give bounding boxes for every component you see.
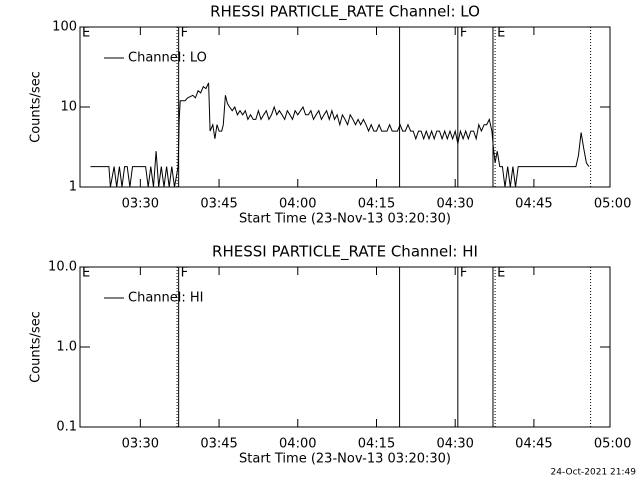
flag-label: F bbox=[460, 26, 467, 41]
flag-label: F bbox=[181, 266, 188, 281]
x-tick-label: 03:30 bbox=[122, 197, 159, 212]
y-tick-label: 100 bbox=[52, 20, 77, 35]
flag-label: E bbox=[82, 266, 90, 281]
x-tick-label: 04:30 bbox=[436, 197, 473, 212]
x-tick-label: 05:00 bbox=[594, 197, 631, 212]
y-axis-label: Counts/sec bbox=[29, 71, 44, 143]
flag-label: F bbox=[460, 266, 467, 281]
x-tick-label: 04:00 bbox=[279, 197, 316, 212]
x-tick-label: 04:00 bbox=[279, 437, 316, 452]
flag-label: E bbox=[82, 26, 90, 41]
x-tick-label: 04:30 bbox=[436, 437, 473, 452]
legend-label: Channel: LO bbox=[128, 51, 207, 66]
flag-label: E bbox=[497, 266, 505, 281]
chart-title: RHESSI PARTICLE_RATE Channel: LO bbox=[210, 3, 480, 22]
x-axis-label: Start Time (23-Nov-13 03:20:30) bbox=[239, 212, 451, 227]
y-axis-label: Counts/sec bbox=[29, 311, 44, 383]
flag-label: F bbox=[181, 26, 188, 41]
x-axis-label: Start Time (23-Nov-13 03:20:30) bbox=[239, 452, 451, 467]
x-tick-label: 03:30 bbox=[122, 437, 159, 452]
x-tick-label: 04:45 bbox=[515, 437, 552, 452]
x-tick-label: 04:15 bbox=[358, 437, 395, 452]
y-tick-label: 10.0 bbox=[48, 260, 77, 275]
data-line bbox=[90, 82, 590, 188]
x-tick-label: 04:45 bbox=[515, 197, 552, 212]
flag-label: E bbox=[497, 26, 505, 41]
x-tick-label: 03:45 bbox=[200, 197, 237, 212]
y-tick-label: 10 bbox=[60, 100, 77, 115]
chart-title: RHESSI PARTICLE_RATE Channel: HI bbox=[212, 243, 478, 262]
x-tick-label: 03:45 bbox=[200, 437, 237, 452]
y-tick-label: 1 bbox=[69, 180, 77, 195]
y-tick-label: 0.1 bbox=[56, 420, 77, 435]
y-tick-label: 1.0 bbox=[56, 340, 77, 355]
x-tick-label: 05:00 bbox=[594, 437, 631, 452]
legend-label: Channel: HI bbox=[128, 291, 204, 306]
x-tick-label: 04:15 bbox=[358, 197, 395, 212]
footer-date: 24-Oct-2021 21:49 bbox=[551, 468, 637, 478]
